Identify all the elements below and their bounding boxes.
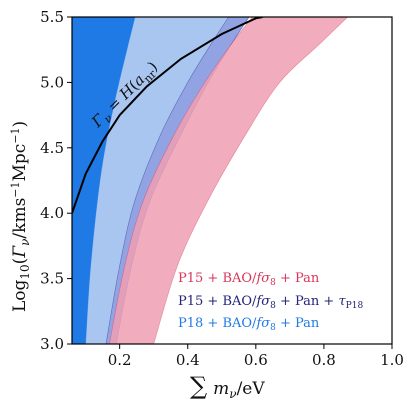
x-tick-label: 0.6	[244, 351, 268, 369]
x-tick-label: 0.8	[312, 351, 336, 369]
y-tick-label: 3.5	[40, 270, 64, 288]
curve-annotation: Γν = H(anr)	[87, 58, 163, 134]
curve-layer	[72, 17, 263, 214]
y-tick-label: 5.5	[40, 8, 64, 26]
x-tick-label: 1.0	[380, 351, 404, 369]
legend: P15 + BAO/fσ8 + Pan P15 + BAO/fσ8 + Pan …	[178, 271, 363, 333]
x-tick-label: 0.4	[176, 351, 200, 369]
y-tick-label: 3.0	[40, 335, 64, 353]
x-tick-label: 0.2	[108, 351, 132, 369]
x-axis-title: ∑ mν/eV	[190, 372, 265, 401]
legend-entry-p15-tau: P15 + BAO/fσ8 + Pan + τP18	[178, 294, 363, 311]
curve-gamma-equals-h	[72, 17, 263, 214]
legend-entry-p15-pan: P15 + BAO/fσ8 + Pan	[178, 271, 320, 288]
y-tick-label: 4.0	[40, 204, 64, 222]
legend-entry-p18: P18 + BAO/fσ8 + Pan	[178, 316, 320, 333]
y-tick-label: 4.5	[40, 139, 64, 157]
y-axis-ticks: 3.0 3.5 4.0 4.5 5.0 5.5	[40, 8, 72, 353]
x-axis-ticks: 0.2 0.4 0.6 0.8 1.0	[108, 344, 404, 369]
y-axis-title: Log10(Γν/kms−1Mpc−1)	[9, 121, 32, 312]
y-tick-label: 5.0	[40, 73, 64, 91]
confidence-bands	[72, 17, 349, 344]
plot-frame	[71, 16, 393, 345]
